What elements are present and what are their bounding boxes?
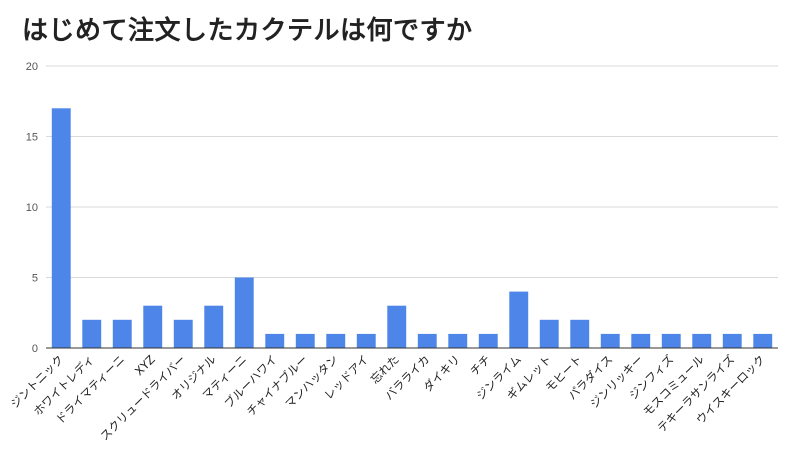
bar [295, 333, 315, 348]
bar [570, 319, 590, 348]
bar [692, 333, 712, 348]
bar [539, 319, 559, 348]
bar [82, 319, 102, 348]
bar [326, 333, 346, 348]
gridlines [46, 65, 778, 278]
bar [265, 333, 285, 348]
bar [722, 333, 742, 348]
chart-title: はじめて注文したカクテルは何ですか [22, 16, 473, 46]
bar [112, 319, 132, 348]
bar [478, 333, 498, 348]
bar [143, 305, 163, 348]
bar [509, 291, 529, 348]
bar [631, 333, 651, 348]
y-tick-label: 15 [26, 132, 38, 144]
y-tick-label: 0 [32, 343, 38, 355]
bar [753, 333, 773, 348]
bar [356, 333, 376, 348]
x-category-label: XYZ [132, 352, 158, 378]
bar [173, 319, 193, 348]
y-tick-label: 5 [32, 273, 38, 285]
bar [661, 333, 681, 348]
bar [600, 333, 620, 348]
bar [448, 333, 468, 348]
bar [387, 305, 407, 348]
x-category-label: チチ [467, 352, 493, 378]
bar [204, 305, 224, 348]
y-tick-label: 10 [26, 202, 38, 214]
bar [234, 277, 254, 348]
bar [417, 333, 437, 348]
bar [51, 108, 71, 348]
y-tick-label: 20 [26, 61, 38, 73]
axes: 0 5 10 15 20 [26, 61, 778, 355]
bars [51, 108, 773, 348]
